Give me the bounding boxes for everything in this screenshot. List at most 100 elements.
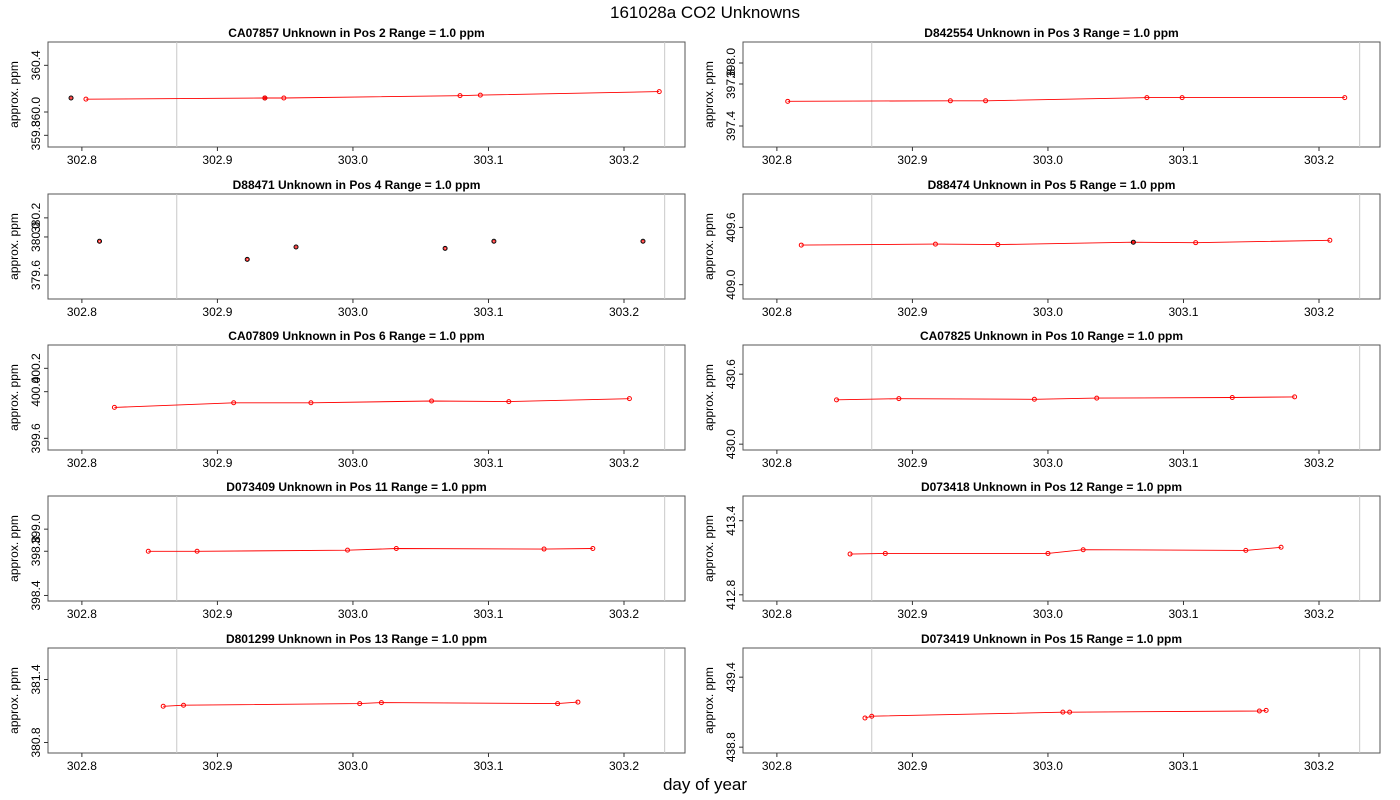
y-axis-label: approx. ppm — [702, 667, 716, 734]
y-tick-label: 380.0 — [29, 222, 43, 252]
data-point — [244, 256, 250, 262]
x-tick-label: 302.9 — [897, 305, 927, 319]
panel-6: CA07825 Unknown in Pos 10 Range = 1.0 pp… — [702, 329, 1381, 470]
data-point — [68, 95, 74, 101]
data-point-inner — [98, 239, 101, 243]
data-point — [1179, 95, 1185, 101]
x-tick-label: 303.2 — [609, 456, 639, 470]
series-line — [787, 97, 1345, 102]
x-tick-label: 303.2 — [609, 305, 639, 319]
data-point — [555, 701, 561, 707]
x-tick-label: 302.8 — [762, 456, 792, 470]
x-tick-label: 303.2 — [609, 759, 639, 773]
data-point — [194, 548, 200, 554]
data-point — [262, 95, 268, 101]
data-point — [575, 699, 581, 705]
data-point — [983, 98, 989, 104]
data-point — [640, 238, 646, 244]
y-tick-label: 380.2 — [29, 203, 43, 233]
data-point — [308, 400, 314, 406]
y-axis-label: approx. ppm — [7, 213, 21, 280]
x-tick-label: 303.2 — [1304, 607, 1334, 621]
data-point — [491, 238, 497, 244]
x-tick-label: 303.1 — [473, 305, 503, 319]
panel-title: D073418 Unknown in Pos 12 Range = 1.0 pp… — [921, 480, 1182, 494]
panel-title: D801299 Unknown in Pos 13 Range = 1.0 pp… — [226, 632, 487, 646]
series-line — [114, 398, 630, 408]
data-point-inner — [1131, 240, 1135, 244]
x-tick-label: 302.8 — [762, 759, 792, 773]
panel-10: D073419 Unknown in Pos 15 Range = 1.0 pp… — [702, 632, 1381, 773]
y-tick-label: 409.0 — [724, 269, 738, 299]
x-tick-label: 303.0 — [1033, 153, 1063, 167]
data-point — [1193, 240, 1199, 246]
y-axis-label: approx. ppm — [7, 61, 21, 128]
series-line — [836, 396, 1295, 401]
series-line — [864, 709, 1267, 719]
x-tick-label: 303.1 — [1168, 305, 1198, 319]
x-tick-label: 303.1 — [473, 607, 503, 621]
data-point — [181, 702, 187, 708]
x-tick-label: 303.0 — [1033, 759, 1063, 773]
x-tick-label: 303.0 — [338, 305, 368, 319]
x-tick-label: 303.0 — [338, 153, 368, 167]
x-tick-label: 303.0 — [338, 456, 368, 470]
y-tick-label: 380.8 — [29, 727, 43, 757]
data-point — [477, 92, 483, 98]
panel-2: D842554 Unknown in Pos 3 Range = 1.0 ppm… — [702, 26, 1381, 167]
y-tick-label: 400.2 — [29, 353, 43, 383]
x-tick-label: 303.2 — [609, 153, 639, 167]
data-point — [1144, 95, 1150, 101]
y-tick-label: 398.0 — [724, 48, 738, 78]
data-point — [1263, 707, 1269, 713]
series-line — [85, 91, 660, 100]
x-tick-label: 302.9 — [202, 607, 232, 621]
y-axis-label: approx. ppm — [702, 213, 716, 280]
data-point — [83, 96, 89, 102]
data-point — [882, 550, 888, 556]
data-point — [896, 396, 902, 402]
x-tick-label: 303.2 — [609, 607, 639, 621]
y-axis-label: approx. ppm — [7, 364, 21, 431]
data-point — [1292, 394, 1298, 400]
series-line — [163, 701, 578, 707]
x-tick-label: 302.8 — [67, 456, 97, 470]
data-point — [541, 546, 547, 552]
data-point — [281, 95, 287, 101]
data-point — [1342, 95, 1348, 101]
x-tick-label: 302.8 — [67, 607, 97, 621]
data-point — [798, 242, 804, 248]
panel-title: D073409 Unknown in Pos 11 Range = 1.0 pp… — [226, 480, 486, 494]
y-tick-label: 381.4 — [29, 664, 43, 694]
data-point — [393, 546, 399, 551]
data-point — [995, 242, 1001, 248]
data-point — [442, 245, 448, 251]
data-point-inner — [245, 257, 249, 261]
y-tick-label: 397.4 — [724, 111, 738, 141]
data-point — [1229, 395, 1235, 400]
x-tick-label: 302.9 — [202, 153, 232, 167]
panel-1: CA07857 Unknown in Pos 2 Range = 1.0 ppm… — [7, 26, 686, 167]
data-point — [626, 396, 632, 402]
panel-title: D842554 Unknown in Pos 3 Range = 1.0 ppm — [924, 26, 1178, 40]
x-tick-label: 302.9 — [202, 759, 232, 773]
plot-frame — [742, 193, 1381, 300]
x-tick-label: 302.9 — [897, 759, 927, 773]
x-tick-label: 302.9 — [202, 456, 232, 470]
x-tick-label: 303.1 — [1168, 456, 1198, 470]
data-point — [847, 551, 853, 557]
x-tick-label: 302.9 — [897, 456, 927, 470]
x-axis-label: day of year — [662, 775, 748, 794]
plot-frame — [742, 647, 1381, 754]
x-tick-label: 302.9 — [202, 305, 232, 319]
y-tick-label: 400.0 — [29, 376, 43, 406]
x-tick-label: 303.2 — [1304, 153, 1334, 167]
series-line — [148, 548, 593, 552]
y-axis-label: approx. ppm — [702, 515, 716, 582]
x-tick-label: 303.1 — [1168, 759, 1198, 773]
data-point — [932, 241, 938, 247]
y-tick-label: 399.6 — [29, 423, 43, 453]
x-tick-label: 303.2 — [1304, 305, 1334, 319]
y-tick-label: 399.0 — [29, 514, 43, 544]
data-point-inner — [641, 239, 645, 243]
